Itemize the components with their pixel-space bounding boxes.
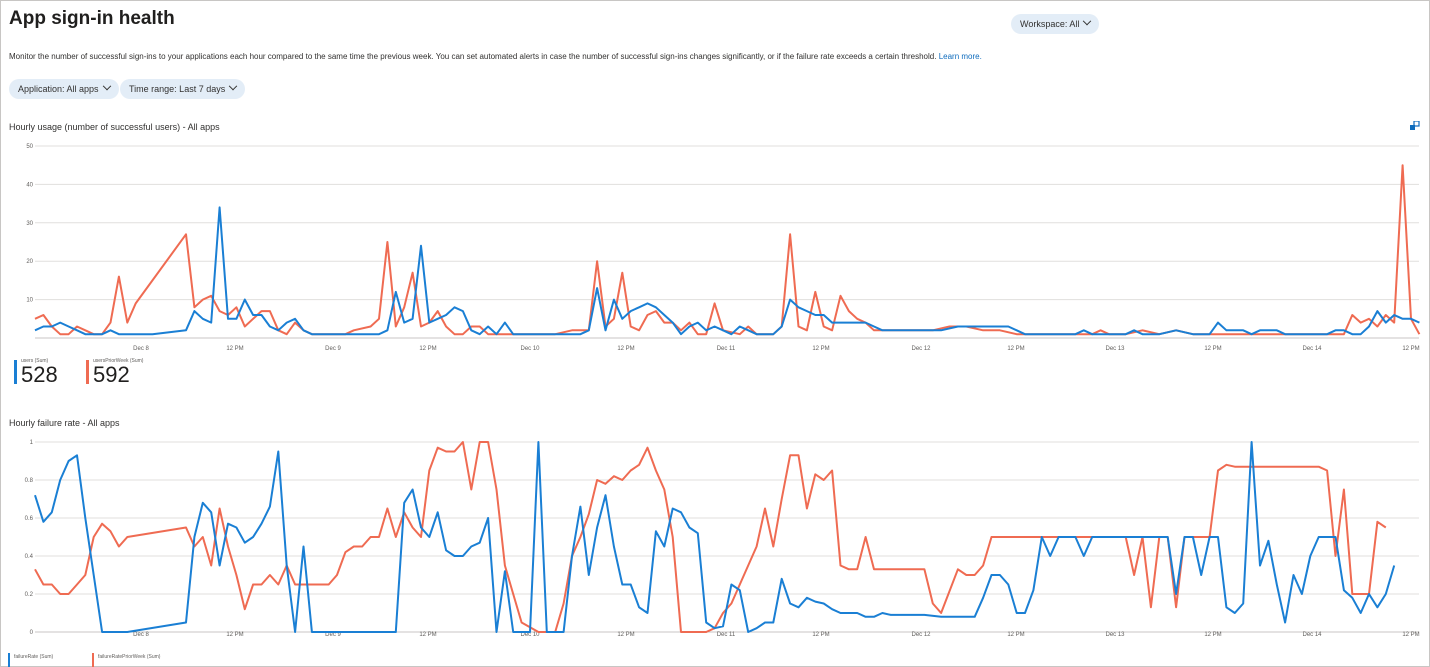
usage-x-tick-label: 12 PM xyxy=(419,346,436,352)
failure-x-tick-label: Dec 11 xyxy=(717,632,736,638)
usage-series-line-users xyxy=(34,206,1420,336)
failure-x-tick-label: 12 PM xyxy=(812,632,829,638)
page-title: App sign-in health xyxy=(9,8,175,29)
legend-failure-rate-prior-label: failureRatePriorWeek (Sum) xyxy=(98,654,161,660)
time-range-filter-label: Time range: Last 7 days xyxy=(129,84,226,94)
usage-x-tick-label: 12 PM xyxy=(812,346,829,352)
failure-x-tick-label: Dec 10 xyxy=(520,632,540,638)
usage-line-chart: 50 40 30 20 10 Dec 8 12 PM Dec 9 12 PM Dec 10 12 P… xyxy=(26,144,1421,352)
kpi-users-label: users (Sum) xyxy=(21,358,49,364)
usage-x-tick-label: Dec 8 xyxy=(133,346,149,352)
usage-x-tick-label: Dec 9 xyxy=(325,346,341,352)
failure-y-tick-label: 0.2 xyxy=(25,592,34,598)
failure-series-line-failureRatePriorWeek xyxy=(34,441,1387,633)
usage-x-tick-label: 12 PM xyxy=(1204,346,1221,352)
application-filter[interactable]: Application: All apps xyxy=(9,79,119,99)
failure-line-chart: 1 0.8 0.6 0.4 0.2 0 Dec 8 12 PM Dec 9 12 PM Dec 10… xyxy=(25,440,1420,638)
failure-x-tick-label: 12 PM xyxy=(1204,632,1221,638)
usage-y-tick-label: 50 xyxy=(26,144,33,150)
usage-x-tick-label: Dec 11 xyxy=(717,346,736,352)
failure-x-tick-label: Dec 12 xyxy=(911,632,931,638)
failure-x-tick-label: 12 PM xyxy=(617,632,634,638)
kpi-users-value: 528 xyxy=(21,362,58,387)
kpi-users-color-bar xyxy=(14,360,17,384)
usage-x-tick-label: 12 PM xyxy=(226,346,243,352)
usage-y-tick-label: 20 xyxy=(26,259,33,265)
failure-x-tick-label: Dec 8 xyxy=(133,632,149,638)
failure-x-tick-label: 12 PM xyxy=(1007,632,1024,638)
legend-failure-rate-color xyxy=(8,653,10,667)
failure-y-tick-label: 0 xyxy=(30,630,34,636)
usage-x-tick-label: 12 PM xyxy=(1402,346,1419,352)
failure-y-tick-label: 0.8 xyxy=(25,478,34,484)
application-filter-label: Application: All apps xyxy=(18,84,99,94)
legend-failure-rate-prior-color xyxy=(92,653,94,667)
usage-x-tick-label: 12 PM xyxy=(617,346,634,352)
failure-series-line-failureRate xyxy=(34,441,1396,633)
failure-x-tick-label: 12 PM xyxy=(419,632,436,638)
failure-x-tick-label: Dec 14 xyxy=(1302,632,1322,638)
chevron-down-icon xyxy=(1083,16,1092,26)
failure-x-tick-label: Dec 13 xyxy=(1105,632,1125,638)
usage-series-line-usersPriorWeek xyxy=(34,164,1421,336)
usage-y-tick-label: 10 xyxy=(26,298,33,304)
kpi-prior-value: 592 xyxy=(93,362,130,387)
usage-y-tick-label: 30 xyxy=(26,221,33,227)
usage-x-tick-label: Dec 12 xyxy=(911,346,931,352)
legend-failure-rate-label: failureRate (Sum) xyxy=(14,654,54,660)
failure-x-tick-label: 12 PM xyxy=(226,632,243,638)
chevron-down-icon xyxy=(102,81,111,91)
usage-chart-title: Hourly usage (number of successful users… xyxy=(9,122,220,132)
pin-icon[interactable] xyxy=(1410,121,1420,131)
workspace-dropdown[interactable]: Workspace: All xyxy=(1011,14,1100,34)
usage-y-tick-label: 40 xyxy=(26,182,33,188)
failure-x-tick-label: Dec 9 xyxy=(325,632,341,638)
kpi-prior-label: usersPriorWeek (Sum) xyxy=(93,358,144,364)
learn-more-link[interactable]: Learn more. xyxy=(938,52,982,61)
failure-x-tick-label: 12 PM xyxy=(1402,632,1419,638)
time-range-filter[interactable]: Time range: Last 7 days xyxy=(120,79,246,99)
usage-x-tick-label: 12 PM xyxy=(1007,346,1024,352)
failure-chart-title: Hourly failure rate - All apps xyxy=(9,418,120,428)
kpi-prior-color-bar xyxy=(86,360,89,384)
description-text: Monitor the number of successful sign-in… xyxy=(9,52,937,61)
failure-y-tick-label: 0.4 xyxy=(25,554,34,560)
page-description: Monitor the number of successful sign-in… xyxy=(9,52,982,61)
failure-y-tick-label: 0.6 xyxy=(25,516,34,522)
chevron-down-icon xyxy=(228,81,238,91)
workspace-label: Workspace: All xyxy=(1020,19,1080,29)
failure-y-tick-label: 1 xyxy=(30,440,34,446)
usage-x-tick-label: Dec 10 xyxy=(520,346,540,352)
usage-x-tick-label: Dec 14 xyxy=(1302,346,1322,352)
usage-x-tick-label: Dec 13 xyxy=(1105,346,1125,352)
